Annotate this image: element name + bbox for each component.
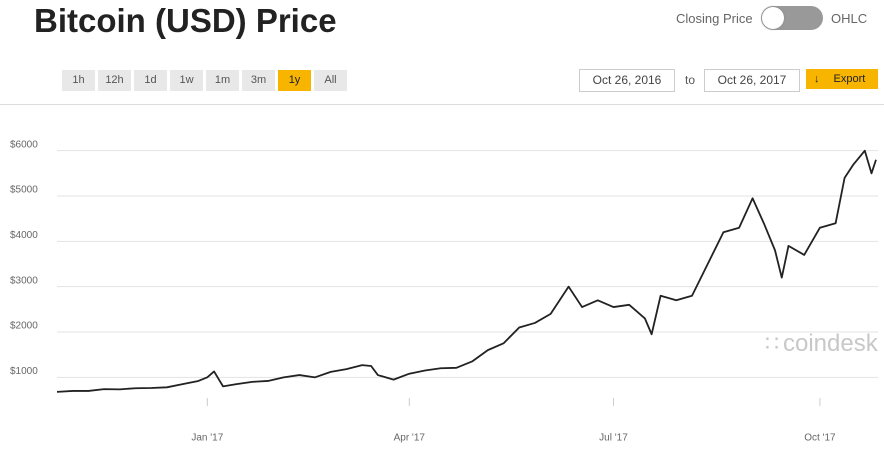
x-tick-label: Oct '17: [804, 433, 836, 444]
watermark: ∷ coindesk: [765, 330, 878, 358]
price-line: [56, 149, 877, 393]
export-icon[interactable]: ↓: [814, 73, 820, 85]
x-tick-label: Jan '17: [191, 433, 223, 444]
page-title: Bitcoin (USD) Price: [34, 2, 337, 39]
range-button[interactable]: 1h: [62, 70, 95, 91]
toggle-label[interactable]: OHLC: [831, 11, 868, 26]
x-tick-label: Jul '17: [599, 433, 628, 444]
range-button[interactable]: 12h: [98, 70, 131, 91]
range-button[interactable]: 3m: [242, 70, 275, 91]
range-button[interactable]: All: [314, 70, 347, 91]
date-to[interactable]: Oct 26, 2017: [704, 69, 800, 92]
toggle-knob[interactable]: [762, 7, 784, 29]
range-button[interactable]: 1w: [170, 70, 203, 91]
export-label[interactable]: Export: [833, 73, 866, 85]
range-button[interactable]: 1y: [278, 70, 311, 91]
y-tick-label: $1000: [10, 366, 38, 377]
toggle-label[interactable]: Closing Price: [676, 11, 753, 26]
export-button[interactable]: ↓ Export: [806, 69, 878, 89]
range-button[interactable]: 1m: [206, 70, 239, 91]
y-tick-label: $5000: [10, 185, 38, 196]
y-tick-label: $6000: [10, 139, 38, 150]
range-buttons: 1h 12h 1d 1w 1m 3m 1y All: [62, 70, 347, 91]
watermark-icon: ∷: [765, 331, 779, 356]
y-tick-label: $3000: [10, 275, 38, 286]
range-button[interactable]: 1d: [134, 70, 167, 91]
x-tick-label: Apr '17: [394, 433, 426, 444]
watermark-text: coindesk: [783, 330, 878, 357]
y-tick-label: $2000: [10, 321, 38, 332]
date-from[interactable]: Oct 26, 2016: [579, 69, 675, 92]
date-separator: to: [685, 73, 696, 87]
y-tick-label: $4000: [10, 230, 38, 241]
separator: [0, 104, 884, 105]
